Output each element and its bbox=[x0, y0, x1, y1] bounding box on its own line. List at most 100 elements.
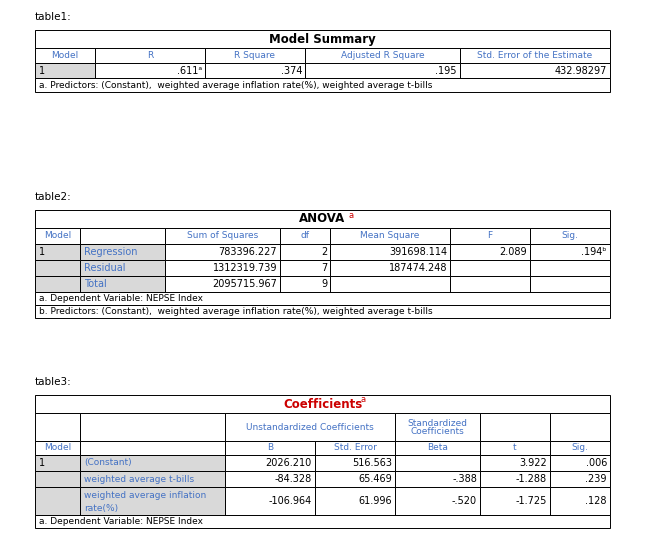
Text: -1.288: -1.288 bbox=[516, 474, 547, 484]
Bar bbox=[205, 63, 305, 78]
Text: Mean Square: Mean Square bbox=[360, 232, 420, 240]
Text: 783396.227: 783396.227 bbox=[218, 247, 277, 257]
Bar bbox=[450, 276, 530, 292]
Text: weighted average t-bills: weighted average t-bills bbox=[84, 475, 194, 483]
Text: Model: Model bbox=[51, 51, 79, 60]
Bar bbox=[35, 228, 80, 244]
Text: .006: .006 bbox=[586, 458, 607, 468]
Bar bbox=[165, 260, 280, 276]
Text: 7: 7 bbox=[321, 263, 327, 273]
Bar bbox=[80, 471, 225, 487]
Bar bbox=[280, 228, 330, 244]
Bar bbox=[550, 455, 610, 471]
Bar bbox=[35, 413, 80, 441]
Bar bbox=[395, 487, 480, 515]
Bar bbox=[395, 471, 480, 487]
Text: -.388: -.388 bbox=[452, 474, 477, 484]
Bar bbox=[550, 413, 610, 441]
Bar bbox=[460, 48, 610, 63]
Text: rate(%): rate(%) bbox=[84, 503, 118, 513]
Text: table2:: table2: bbox=[35, 192, 71, 202]
Bar bbox=[305, 48, 460, 63]
Text: 61.996: 61.996 bbox=[358, 496, 392, 506]
Text: a: a bbox=[361, 395, 365, 404]
Bar bbox=[280, 260, 330, 276]
Bar bbox=[80, 228, 165, 244]
Text: Sig.: Sig. bbox=[572, 443, 589, 453]
Bar bbox=[35, 78, 610, 92]
Text: .611ᵃ: .611ᵃ bbox=[177, 65, 202, 75]
Text: .128: .128 bbox=[585, 496, 607, 506]
Bar bbox=[315, 487, 395, 515]
Text: 1: 1 bbox=[39, 247, 45, 257]
Bar bbox=[80, 244, 165, 260]
Bar bbox=[480, 487, 550, 515]
Text: ANOVA: ANOVA bbox=[299, 212, 345, 226]
Text: 65.469: 65.469 bbox=[358, 474, 392, 484]
Text: 3.922: 3.922 bbox=[519, 458, 547, 468]
Bar bbox=[225, 455, 315, 471]
Text: table3:: table3: bbox=[35, 377, 71, 387]
Bar bbox=[35, 395, 610, 413]
Bar bbox=[530, 244, 610, 260]
Text: -84.328: -84.328 bbox=[275, 474, 312, 484]
Text: weighted average inflation: weighted average inflation bbox=[84, 492, 206, 500]
Bar bbox=[35, 441, 80, 455]
Text: 1: 1 bbox=[39, 65, 45, 75]
Bar bbox=[35, 471, 80, 487]
Text: Model: Model bbox=[44, 443, 71, 453]
Bar bbox=[480, 471, 550, 487]
Bar bbox=[35, 260, 80, 276]
Text: Coefficients: Coefficients bbox=[283, 398, 362, 410]
Bar bbox=[395, 413, 480, 441]
Text: .195: .195 bbox=[436, 65, 457, 75]
Bar bbox=[35, 292, 610, 305]
Bar bbox=[330, 276, 450, 292]
Text: table1:: table1: bbox=[35, 12, 71, 22]
Text: (Constant): (Constant) bbox=[84, 459, 132, 468]
Text: Std. Error of the Estimate: Std. Error of the Estimate bbox=[478, 51, 593, 60]
Text: 1312319.739: 1312319.739 bbox=[212, 263, 277, 273]
Text: 9: 9 bbox=[321, 279, 327, 289]
Bar bbox=[330, 244, 450, 260]
Text: R Square: R Square bbox=[234, 51, 275, 60]
Text: F: F bbox=[488, 232, 492, 240]
Text: a. Dependent Variable: NEPSE Index: a. Dependent Variable: NEPSE Index bbox=[39, 517, 203, 526]
Text: Model Summary: Model Summary bbox=[269, 32, 376, 46]
Text: 2.089: 2.089 bbox=[500, 247, 527, 257]
Text: df: df bbox=[301, 232, 309, 240]
Bar bbox=[395, 441, 480, 455]
Bar bbox=[80, 276, 165, 292]
Bar bbox=[95, 48, 205, 63]
Bar bbox=[330, 260, 450, 276]
Bar bbox=[480, 441, 550, 455]
Text: Std. Error: Std. Error bbox=[333, 443, 377, 453]
Bar bbox=[35, 455, 80, 471]
Text: Standardized: Standardized bbox=[407, 420, 468, 428]
Bar bbox=[315, 471, 395, 487]
Bar bbox=[35, 244, 80, 260]
Bar bbox=[95, 63, 205, 78]
Bar bbox=[280, 244, 330, 260]
Text: Adjusted R Square: Adjusted R Square bbox=[341, 51, 424, 60]
Bar bbox=[305, 63, 460, 78]
Bar bbox=[35, 515, 610, 528]
Bar bbox=[225, 471, 315, 487]
Text: t: t bbox=[513, 443, 517, 453]
Text: -.520: -.520 bbox=[452, 496, 477, 506]
Bar bbox=[35, 276, 80, 292]
Bar bbox=[280, 276, 330, 292]
Text: .239: .239 bbox=[585, 474, 607, 484]
Bar bbox=[550, 441, 610, 455]
Text: Residual: Residual bbox=[84, 263, 126, 273]
Bar bbox=[35, 487, 80, 515]
Text: 391698.114: 391698.114 bbox=[389, 247, 447, 257]
Bar bbox=[165, 244, 280, 260]
Bar bbox=[330, 228, 450, 244]
Bar bbox=[450, 244, 530, 260]
Bar bbox=[80, 487, 225, 515]
Bar bbox=[35, 305, 610, 318]
Bar bbox=[35, 210, 610, 228]
Bar bbox=[315, 455, 395, 471]
Bar bbox=[450, 228, 530, 244]
